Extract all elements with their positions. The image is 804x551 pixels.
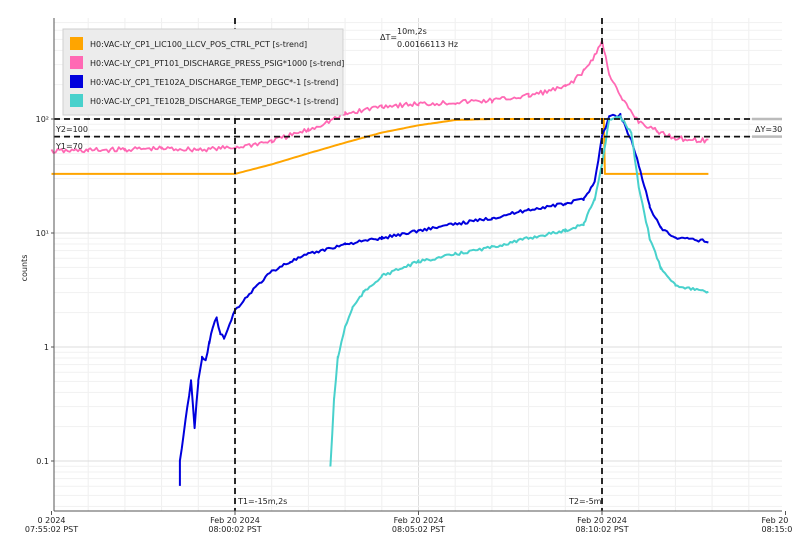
x-tick-label: 08:15:0 <box>762 525 793 534</box>
cursor-t2-label: T2=-5m <box>568 497 602 506</box>
delta-t-symbol: ΔT= <box>380 33 397 42</box>
legend-swatch <box>70 56 83 69</box>
legend-box <box>62 28 344 116</box>
y-tick-label: 10¹ <box>36 229 49 238</box>
legend-entry: H0:VAC-LY_CP1_PT101_DISCHARGE_PRESS_PSIG… <box>90 59 344 68</box>
x-tick-label: 08:00:02 PST <box>208 525 261 534</box>
delta-t-value: 10m,2s <box>397 27 427 36</box>
legend-swatch <box>70 37 83 50</box>
x-tick-label: Feb 20 2024 <box>210 516 260 525</box>
x-tick-label: 0 2024 <box>38 516 66 525</box>
legend-swatch <box>70 94 83 107</box>
x-tick-label: Feb 20 2024 <box>577 516 627 525</box>
cursor-y1-label: Y1=70 <box>55 142 83 151</box>
x-tick-label: Feb 20 2024 <box>394 516 444 525</box>
y-tick-label: 1 <box>44 343 49 352</box>
y-tick-label: 0.1 <box>36 457 49 466</box>
legend-entry: H0:VAC-LY_CP1_TE102A_DISCHARGE_TEMP_DEGC… <box>90 78 338 87</box>
cursor-y2-label: Y2=100 <box>55 125 88 134</box>
y-tick-label: 10² <box>36 115 49 124</box>
series-line <box>329 115 709 467</box>
x-tick-label: Feb 20 <box>762 516 789 525</box>
y-axis-label: counts <box>20 255 29 282</box>
legend-swatch <box>70 75 83 88</box>
x-tick-label: 08:10:02 PST <box>575 525 628 534</box>
cursor-t1-label: T1=-15m,2s <box>237 497 287 506</box>
delta-t-frequency: 0.00166113 Hz <box>397 40 458 49</box>
legend-entry: H0:VAC-LY_CP1_TE102B_DISCHARGE_TEMP_DEGC… <box>90 97 338 106</box>
series-line <box>178 112 709 486</box>
x-tick-label: 08:05:02 PST <box>392 525 445 534</box>
series-line <box>50 39 709 154</box>
series-line <box>51 118 709 175</box>
legend: H0:VAC-LY_CP1_LIC100_LLCV_POS_CTRL_PCT [… <box>62 28 344 116</box>
delta-y-label: ΔY=30 <box>755 125 782 134</box>
x-tick-label: 07:55:02 PST <box>25 525 78 534</box>
legend-entry: H0:VAC-LY_CP1_LIC100_LLCV_POS_CTRL_PCT [… <box>90 40 307 49</box>
